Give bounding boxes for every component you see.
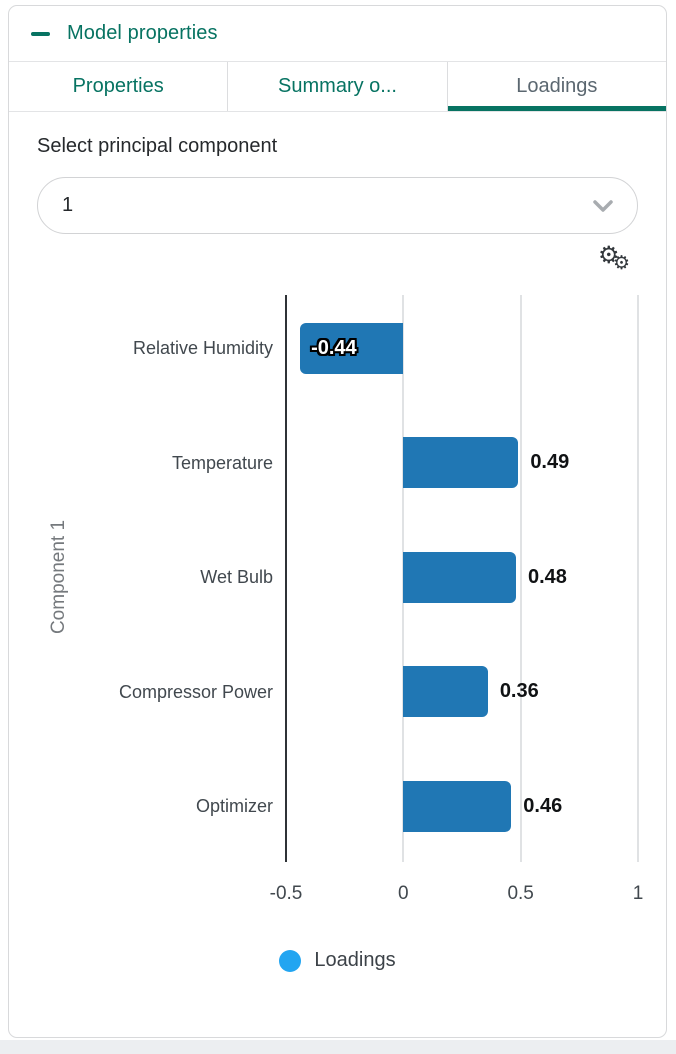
legend-label: Loadings xyxy=(314,949,396,971)
panel-title: Model properties xyxy=(67,22,218,44)
x-tick-label: 0 xyxy=(398,883,409,904)
y-axis-line xyxy=(285,295,287,862)
category-label: Compressor Power xyxy=(118,681,273,702)
gears-icon[interactable]: ⚙ ⚙ xyxy=(598,241,636,281)
legend-dot-icon xyxy=(279,949,302,972)
legend-item-loadings[interactable]: Loadings xyxy=(9,949,666,972)
category-label: Temperature xyxy=(171,452,273,473)
category-label: Relative Humidity xyxy=(132,338,273,358)
tab-properties[interactable]: Properties xyxy=(9,62,229,111)
x-tick-label: -0.5 xyxy=(269,883,303,904)
panel-header: Model properties xyxy=(9,6,666,62)
bar-4[interactable] xyxy=(403,780,512,832)
panel-body: Select principal component 1 xyxy=(9,135,666,234)
y-axis-title: Component 1 xyxy=(48,519,69,635)
tab-loadings-label: Loadings xyxy=(516,75,598,97)
collapse-icon[interactable] xyxy=(31,31,50,36)
category-label: Optimizer xyxy=(195,796,273,816)
page-background-strip xyxy=(0,1040,676,1054)
bar-value-label: -0.44 xyxy=(311,336,357,359)
bar-value-label: 0.36 xyxy=(499,680,539,702)
gridline xyxy=(519,295,522,862)
tab-summary[interactable]: Summary o... xyxy=(228,62,448,111)
chevron-down-icon xyxy=(593,199,613,212)
loadings-bar-chart: -0.5 0 0.5 1 Relative Humidity -0.44 Temperatu… xyxy=(9,285,666,985)
gear-small-icon: ⚙ xyxy=(613,252,631,274)
bar-2[interactable] xyxy=(403,551,516,603)
tab-loadings[interactable]: Loadings xyxy=(447,62,666,111)
gridline xyxy=(637,295,639,862)
model-properties-panel: Model properties Properties Summary o...… xyxy=(8,5,667,1038)
x-tick-label: 0.5 xyxy=(507,883,534,904)
select-component-label: Select principal component xyxy=(37,135,278,157)
gear-large-icon: ⚙ xyxy=(598,241,620,269)
tab-properties-label: Properties xyxy=(72,75,164,97)
bar-1[interactable] xyxy=(403,437,519,488)
tab-bar: Properties Summary o... Loadings xyxy=(9,62,666,112)
bar-value-label: 0.46 xyxy=(523,794,563,817)
principal-component-select[interactable]: 1 xyxy=(37,177,638,234)
bar-value-label: 0.49 xyxy=(530,451,570,473)
category-label: Wet Bulb xyxy=(200,567,273,587)
selected-component-value: 1 xyxy=(62,194,74,216)
bar-value-label: 0.48 xyxy=(527,565,567,588)
bar-0[interactable] xyxy=(300,322,404,374)
x-tick-label: 1 xyxy=(632,883,644,904)
tab-summary-label: Summary o... xyxy=(278,75,397,97)
bar-3[interactable] xyxy=(403,666,488,717)
active-tab-indicator xyxy=(447,106,666,111)
chart-toolbar: ⚙ ⚙ xyxy=(9,241,666,281)
